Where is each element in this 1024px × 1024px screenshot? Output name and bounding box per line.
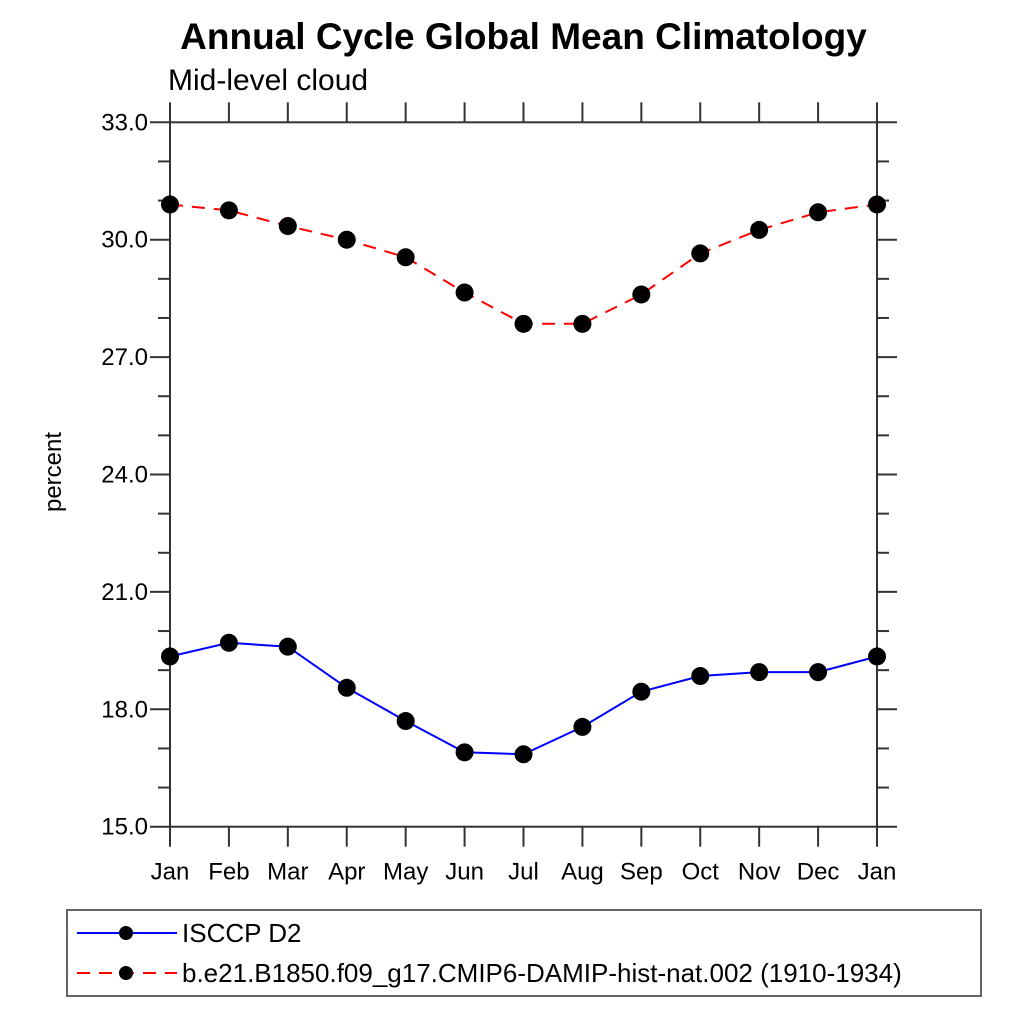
- data-point-marker: [396, 712, 415, 731]
- isccp-line-sample-icon: [77, 926, 177, 940]
- data-point-marker: [337, 678, 356, 697]
- data-point-marker: [278, 637, 297, 656]
- data-point-marker: [278, 217, 297, 236]
- data-point-marker: [809, 203, 828, 222]
- legend-item-isccp: ISCCP D2: [72, 913, 980, 953]
- y-tick-label: 30.0: [101, 227, 148, 254]
- data-point-marker: [219, 201, 238, 220]
- data-point-marker: [750, 220, 769, 239]
- data-point-marker: [161, 195, 179, 214]
- x-tick-label: Sep: [620, 859, 663, 886]
- y-tick-label: 21.0: [101, 579, 148, 606]
- data-point-marker: [809, 663, 828, 682]
- data-point-marker: [219, 633, 238, 652]
- data-point-marker: [514, 314, 533, 333]
- series-isccp-d2: [161, 633, 886, 764]
- y-tick-label: 33.0: [101, 109, 148, 136]
- y-axis-tick-labels: 33.0 30.0 27.0 24.0 21.0 18.0 15.0: [101, 109, 148, 840]
- data-point-marker: [396, 248, 415, 267]
- plot-box: [169, 121, 878, 828]
- y-tick-label: 27.0: [101, 344, 148, 371]
- data-point-marker: [750, 663, 769, 682]
- chart-title: Annual Cycle Global Mean Climatology: [180, 16, 867, 57]
- y-tick-label: 15.0: [101, 814, 148, 841]
- x-tick-label: Jan: [151, 859, 190, 886]
- x-tick-label: Jan: [858, 859, 897, 886]
- x-axis-tick-labels: Jan Feb Mar Apr May Jun Jul Aug Sep Oct Nov Dec Jan: [151, 859, 897, 886]
- x-tick-label: Jul: [508, 859, 539, 886]
- data-point-marker: [161, 647, 179, 666]
- x-tick-label: Aug: [561, 859, 604, 886]
- x-axis-ticks: [169, 102, 878, 847]
- data-point-marker: [632, 285, 651, 304]
- x-tick-label: Dec: [797, 859, 840, 886]
- series-line: [169, 641, 878, 756]
- chart-subtitle: Mid-level cloud: [168, 64, 369, 97]
- x-tick-label: Apr: [328, 859, 365, 886]
- data-point-marker: [514, 745, 533, 764]
- data-point-marker: [868, 647, 886, 666]
- data-point-marker: [455, 283, 474, 302]
- legend-label-isccp: ISCCP D2: [182, 917, 302, 948]
- data-point-marker: [337, 230, 356, 249]
- series-line: [169, 203, 878, 325]
- x-tick-label: Oct: [682, 859, 720, 886]
- legend-label-model: b.e21.B1850.f09_g17.CMIP6-DAMIP-hist-nat…: [182, 957, 902, 988]
- legend-item-model: b.e21.B1850.f09_g17.CMIP6-DAMIP-hist-nat…: [72, 953, 980, 993]
- x-tick-label: Nov: [738, 859, 781, 886]
- data-point-marker: [691, 244, 710, 263]
- x-tick-label: May: [383, 859, 428, 886]
- x-tick-label: Mar: [267, 859, 308, 886]
- x-tick-label: Jun: [445, 859, 484, 886]
- data-point-marker: [691, 667, 710, 686]
- y-tick-label: 18.0: [101, 696, 148, 723]
- data-point-marker: [573, 717, 592, 736]
- data-point-marker: [455, 743, 474, 762]
- data-point-marker: [632, 682, 651, 701]
- data-point-marker: [868, 195, 886, 214]
- y-axis-ticks: [150, 121, 897, 828]
- data-point-marker: [573, 314, 592, 333]
- series-model: [161, 195, 886, 333]
- model-line-sample-icon: [77, 966, 177, 980]
- legend: ISCCP D2 b.e21.B1850.f09_g17.CMIP6-DAMIP…: [66, 909, 982, 997]
- x-tick-label: Feb: [208, 859, 249, 886]
- y-tick-label: 24.0: [101, 462, 148, 489]
